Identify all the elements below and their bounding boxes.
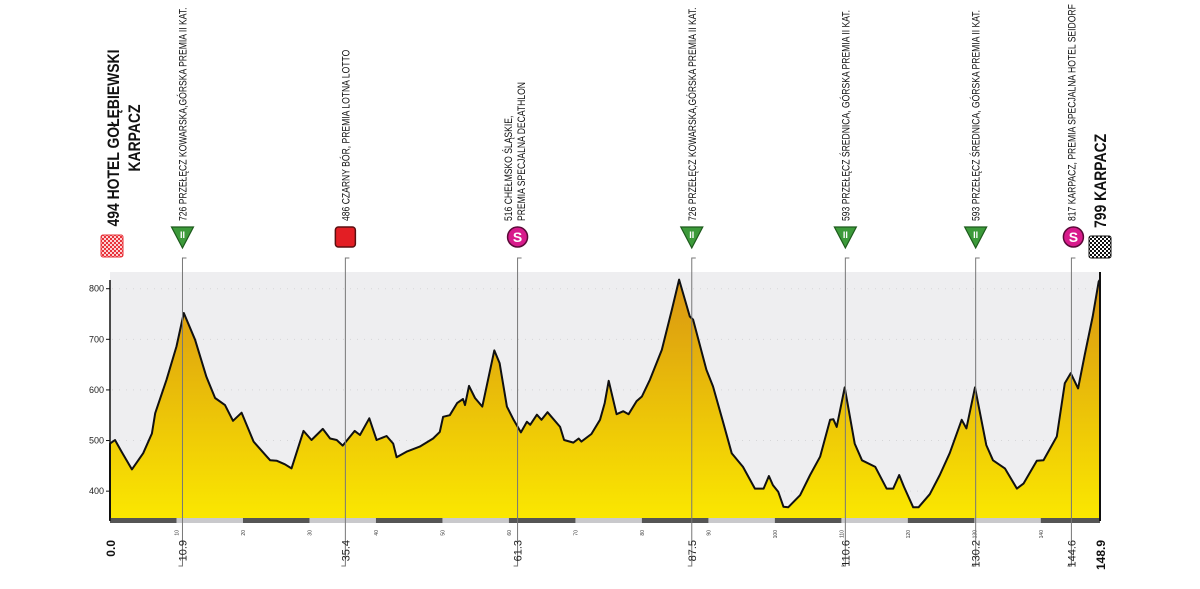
start-town-label: KARPACZ <box>126 104 145 172</box>
elevation-profile-area <box>109 278 1101 521</box>
poi-km-label: 10.9 <box>177 540 189 561</box>
poi-marker: 726 PRZEŁĘCZ KOWARSKA,GÓRSKA PREMIA II K… <box>170 7 195 567</box>
special-bonus-label: S <box>513 229 522 245</box>
poi-line <box>178 257 187 567</box>
poi-km-label: 61.3 <box>513 540 525 561</box>
mountain-category-2-icon <box>170 226 195 250</box>
finish-flag-icon <box>1088 235 1112 259</box>
poi-line <box>971 257 980 567</box>
y-tick-label: 700 <box>89 334 104 344</box>
special-bonus-icon <box>1062 226 1085 248</box>
mountain-category-2-icon <box>679 226 704 250</box>
poi-km-label: 87.5 <box>687 540 699 561</box>
poi-marker: 486 CZARNY BÓR, PREMIA LOTNA LOTTO 35.4 <box>334 49 357 567</box>
poi-km-label: 110.6 <box>840 540 852 567</box>
x-tick-label: 60 <box>507 530 513 536</box>
poi-line <box>1067 257 1076 567</box>
distance-strip-segment <box>641 518 709 523</box>
poi-marker: 593 PRZEŁĘCZ ŚREDNICA, GÓRSKA PREMIA II … <box>963 10 988 568</box>
distance-strip-segment <box>508 518 576 523</box>
x-tick-label: 70 <box>573 530 579 536</box>
poi-line <box>513 257 522 567</box>
distance-strip-segment <box>110 518 177 523</box>
poi-km-label: 130.2 <box>971 540 983 568</box>
x-tick-label: 80 <box>640 530 646 536</box>
mountain-category-label: II <box>180 230 185 240</box>
mountain-category-label: II <box>843 230 848 240</box>
poi-marker: 516 CHEŁMSKO ŚLĄSKIE, PREMIA SPECJALNA DE… <box>502 82 529 567</box>
distance-strip-segment <box>242 518 310 523</box>
poi-line <box>841 257 850 567</box>
x-tick-label: 10 <box>174 530 180 536</box>
poi-label: 817 KARPACZ, PREMIA SPECJALNA HOTEL SEID… <box>1066 4 1078 221</box>
mountain-category-2-icon <box>963 226 988 250</box>
poi-label: 593 PRZEŁĘCZ ŚREDNICA, GÓRSKA PREMIA II … <box>839 10 852 221</box>
distance-strip-segment <box>1040 518 1100 523</box>
poi-label: 486 CZARNY BÓR, PREMIA LOTNA LOTTO <box>340 49 352 221</box>
special-bonus-icon <box>506 226 529 248</box>
poi-marker: 726 PRZEŁĘCZ KOWARSKA,GÓRSKA PREMIA II K… <box>679 7 704 567</box>
x-tick-label: 120 <box>906 530 912 539</box>
distance-strip <box>110 518 1100 523</box>
poi-line <box>341 257 350 567</box>
y-tick-label: 400 <box>89 486 104 496</box>
distance-strip-segment <box>907 518 975 523</box>
poi-marker: 593 PRZEŁĘCZ ŚREDNICA, GÓRSKA PREMIA II … <box>833 10 858 567</box>
poi-label: PREMIA SPECJALNA DECATHLON <box>516 82 528 221</box>
finish-km-label: 148.9 <box>1094 540 1108 570</box>
x-tick-label: 140 <box>1039 530 1045 539</box>
mountain-category-label: II <box>973 230 978 240</box>
x-tick-label: 90 <box>706 530 712 536</box>
x-tick-label: 30 <box>307 530 313 536</box>
mountain-category-2-icon <box>833 226 858 250</box>
y-tick-label: 800 <box>89 284 104 294</box>
x-tick-label: 110 <box>839 530 845 538</box>
x-tick-label: 100 <box>773 530 779 539</box>
special-bonus-label: S <box>1069 229 1078 245</box>
y-tick-label: 600 <box>89 385 104 395</box>
poi-km-label: 144.6 <box>1066 540 1078 568</box>
poi-label: 516 CHEŁMSKO ŚLĄSKIE, <box>502 116 515 221</box>
finish-label: 799 KARPACZ <box>1092 133 1111 228</box>
start-label: 494 HOTEL GOŁĘBIEWSKI <box>105 50 124 227</box>
start-km-label: 0.0 <box>104 540 118 557</box>
poi-label: 726 PRZEŁĘCZ KOWARSKA,GÓRSKA PREMIA II K… <box>178 7 190 221</box>
x-tick-label: 40 <box>374 530 380 536</box>
distance-strip-segment <box>375 518 443 523</box>
poi-line <box>687 257 696 567</box>
poi-km-label: 35.4 <box>340 540 352 561</box>
x-tick-label: 20 <box>241 530 247 536</box>
mountain-category-label: II <box>689 230 694 240</box>
poi-label: 593 PRZEŁĘCZ ŚREDNICA, GÓRSKA PREMIA II … <box>970 10 983 221</box>
poi-label: 726 PRZEŁĘCZ KOWARSKA,GÓRSKA PREMIA II K… <box>687 7 699 221</box>
intermediate-sprint-icon <box>334 226 357 248</box>
y-tick-label: 500 <box>89 436 104 446</box>
poi-marker: 817 KARPACZ, PREMIA SPECJALNA HOTEL SEID… <box>1062 4 1085 568</box>
distance-strip-segment <box>774 518 842 523</box>
start-flag-icon <box>100 234 124 258</box>
x-tick-label: 50 <box>440 530 446 536</box>
